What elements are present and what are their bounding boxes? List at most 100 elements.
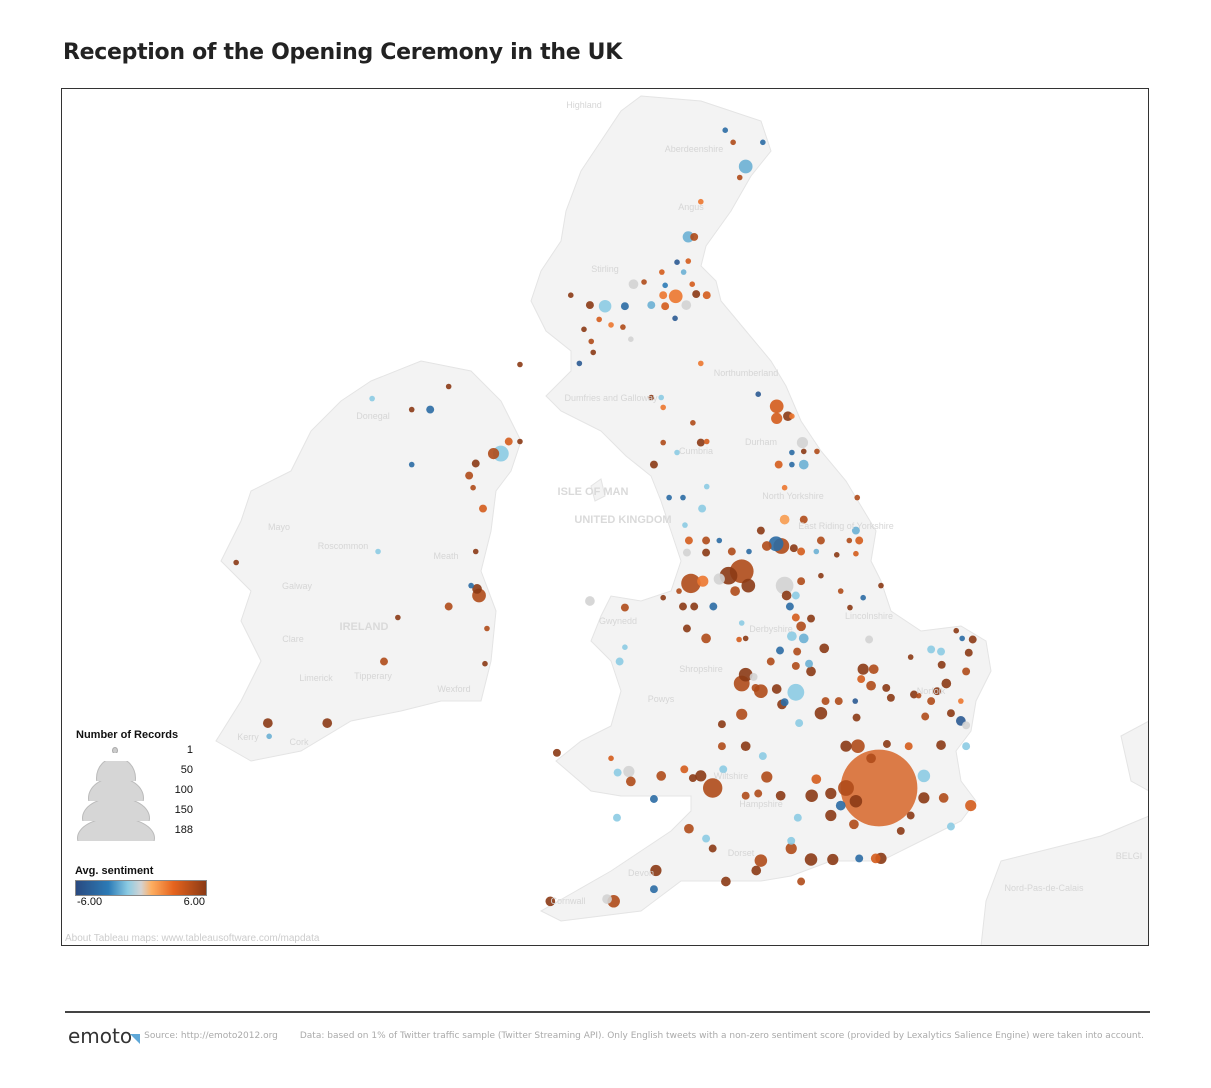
map-bubble[interactable] (918, 792, 930, 804)
map-bubble[interactable] (860, 594, 866, 601)
map-bubble[interactable] (756, 526, 765, 535)
map-bubble[interactable] (730, 586, 740, 596)
map-bubble[interactable] (751, 865, 762, 876)
map-bubble[interactable] (688, 774, 697, 783)
map-bubble[interactable] (937, 647, 945, 656)
map-bubble[interactable] (936, 740, 946, 750)
map-bubble[interactable] (628, 336, 634, 343)
map-bubble[interactable] (785, 842, 797, 855)
map-bubble[interactable] (749, 672, 758, 681)
map-bubble[interactable] (656, 771, 667, 781)
map-bubble[interactable] (702, 778, 723, 798)
map-bubble[interactable] (781, 484, 788, 491)
map-bubble[interactable] (941, 678, 952, 689)
about-tableau-maps-link[interactable]: About Tableau maps: www.tableausoftware.… (65, 933, 320, 944)
map-bubble[interactable] (797, 577, 806, 586)
map-bubble[interactable] (681, 573, 701, 594)
map-bubble[interactable] (660, 404, 666, 411)
map-bubble[interactable] (789, 449, 795, 456)
map-canvas[interactable] (61, 88, 1149, 946)
map-bubble[interactable] (795, 719, 804, 728)
map-bubble[interactable] (837, 588, 844, 594)
map-bubble[interactable] (690, 420, 696, 426)
map-bubble[interactable] (697, 575, 709, 587)
map-bubble[interactable] (628, 279, 639, 290)
map-bubble[interactable] (661, 302, 670, 311)
map-bubble[interactable] (825, 787, 837, 800)
map-bubble[interactable] (840, 740, 852, 752)
map-bubble[interactable] (797, 877, 806, 886)
map-bubble[interactable] (702, 834, 711, 843)
map-bubble[interactable] (882, 740, 891, 748)
map-bubble[interactable] (738, 620, 745, 626)
map-bubble[interactable] (758, 752, 767, 761)
map-bubble[interactable] (800, 448, 807, 455)
map-bubble[interactable] (855, 536, 864, 545)
map-bubble[interactable] (768, 536, 784, 552)
map-bubble[interactable] (680, 765, 689, 774)
map-bubble[interactable] (660, 594, 666, 601)
map-bubble[interactable] (620, 324, 626, 330)
map-bubble[interactable] (793, 813, 802, 822)
map-bubble[interactable] (796, 437, 809, 449)
map-bubble[interactable] (853, 550, 859, 557)
map-bubble[interactable] (517, 438, 523, 445)
map-bubble[interactable] (927, 645, 936, 654)
map-bubble[interactable] (818, 572, 824, 579)
map-bubble[interactable] (882, 683, 891, 692)
map-bubble[interactable] (833, 552, 840, 558)
map-bubble[interactable] (672, 315, 678, 322)
map-bubble[interactable] (674, 449, 680, 456)
map-bubble[interactable] (813, 548, 820, 555)
map-bubble[interactable] (854, 494, 861, 501)
map-bubble[interactable] (776, 646, 784, 655)
map-bubble[interactable] (444, 602, 453, 611)
map-bubble[interactable] (779, 514, 790, 525)
map-bubble[interactable] (620, 603, 629, 612)
map-bubble[interactable] (906, 811, 915, 820)
map-bubble[interactable] (835, 800, 846, 811)
map-bubble[interactable] (785, 602, 794, 611)
map-bubble[interactable] (962, 667, 971, 676)
map-bubble[interactable] (615, 657, 624, 666)
map-bubble[interactable] (684, 823, 694, 834)
map-bubble[interactable] (904, 742, 913, 751)
map-bubble[interactable] (659, 269, 665, 275)
map-bubble[interactable] (692, 290, 701, 299)
map-bubble[interactable] (649, 460, 658, 469)
map-bubble[interactable] (426, 405, 435, 414)
map-bubble[interactable] (690, 602, 699, 611)
map-bubble[interactable] (472, 548, 479, 555)
map-bubble[interactable] (775, 790, 786, 801)
map-bubble[interactable] (946, 822, 955, 831)
map-bubble[interactable] (878, 582, 884, 589)
map-bubble[interactable] (679, 602, 687, 611)
map-bubble[interactable] (870, 853, 881, 864)
map-bubble[interactable] (852, 713, 861, 722)
map-bubble[interactable] (771, 684, 782, 694)
map-bubble[interactable] (783, 411, 793, 422)
map-bubble[interactable] (682, 231, 694, 243)
map-bubble[interactable] (695, 770, 707, 782)
map-bubble[interactable] (625, 776, 636, 787)
map-bubble[interactable] (685, 258, 692, 264)
map-bubble[interactable] (690, 232, 699, 241)
map-bubble[interactable] (775, 576, 794, 595)
map-bubble[interactable] (840, 749, 918, 827)
map-bubble[interactable] (789, 413, 795, 420)
map-bubble[interactable] (736, 636, 742, 643)
map-bubble[interactable] (791, 613, 800, 622)
map-bubble[interactable] (968, 635, 977, 644)
map-bubble[interactable] (322, 718, 333, 728)
map-bubble[interactable] (482, 660, 488, 667)
map-bubble[interactable] (807, 614, 815, 623)
map-bubble[interactable] (868, 664, 879, 675)
map-bubble[interactable] (682, 548, 691, 557)
map-bubble[interactable] (921, 712, 930, 721)
map-bubble[interactable] (742, 635, 749, 642)
map-bubble[interactable] (658, 394, 664, 401)
map-bubble[interactable] (774, 460, 783, 469)
map-bubble[interactable] (886, 693, 895, 702)
map-bubble[interactable] (662, 282, 668, 289)
map-bubble[interactable] (596, 316, 602, 323)
